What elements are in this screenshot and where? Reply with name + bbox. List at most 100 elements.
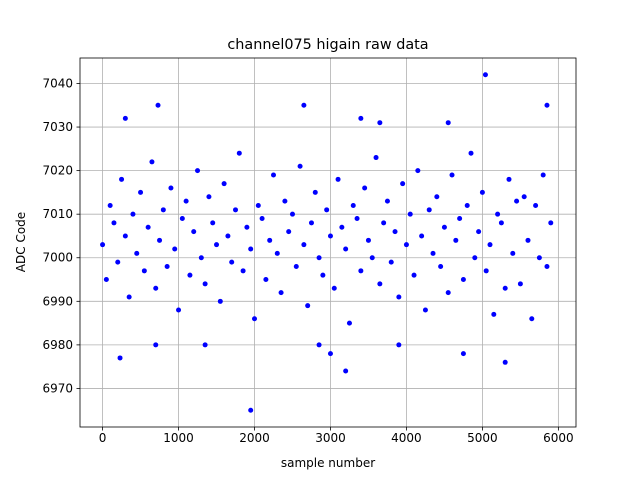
- point: [130, 211, 136, 217]
- point: [202, 281, 208, 287]
- point: [506, 176, 512, 182]
- point: [453, 237, 459, 243]
- point: [111, 220, 117, 226]
- point: [373, 155, 379, 161]
- point: [392, 229, 398, 235]
- point: [229, 259, 235, 265]
- point: [434, 194, 440, 200]
- x-tick-label: 1000: [163, 431, 194, 445]
- point: [270, 172, 276, 178]
- point: [441, 224, 447, 230]
- point: [263, 277, 269, 283]
- x-tick-label: 3000: [315, 431, 346, 445]
- point: [312, 189, 318, 195]
- point: [403, 242, 409, 248]
- point: [548, 220, 554, 226]
- point: [282, 198, 288, 204]
- point: [502, 359, 508, 365]
- point: [320, 272, 326, 278]
- point: [149, 159, 155, 165]
- point: [122, 233, 128, 239]
- point: [141, 268, 147, 274]
- point: [495, 211, 501, 217]
- x-tick-label: 0: [99, 431, 107, 445]
- point: [157, 237, 163, 243]
- point: [286, 229, 292, 235]
- point: [430, 250, 436, 256]
- point: [445, 120, 451, 126]
- y-tick-label: 7000: [42, 251, 73, 265]
- point: [289, 211, 295, 217]
- point: [529, 316, 535, 322]
- point: [388, 259, 394, 265]
- point: [179, 216, 185, 222]
- point: [514, 198, 520, 204]
- point: [183, 198, 189, 204]
- point: [155, 102, 161, 108]
- point: [411, 272, 417, 278]
- point: [476, 229, 482, 235]
- point: [381, 220, 387, 226]
- point: [107, 202, 113, 208]
- point: [483, 268, 489, 274]
- point: [176, 307, 182, 313]
- point: [472, 255, 478, 261]
- x-tick-label: 4000: [391, 431, 422, 445]
- point: [498, 220, 504, 226]
- point: [517, 281, 523, 287]
- point: [198, 255, 204, 261]
- point: [252, 316, 258, 322]
- point: [100, 242, 106, 248]
- point: [248, 407, 254, 413]
- point: [358, 268, 364, 274]
- point: [377, 281, 383, 287]
- point: [460, 277, 466, 283]
- point: [172, 246, 178, 252]
- point: [240, 268, 246, 274]
- point: [168, 185, 174, 191]
- point: [358, 115, 364, 121]
- point: [305, 303, 311, 309]
- y-tick-label: 7010: [42, 207, 73, 221]
- point: [460, 351, 466, 357]
- point: [426, 207, 432, 213]
- point: [365, 237, 371, 243]
- y-tick-label: 7020: [42, 164, 73, 178]
- point: [103, 277, 109, 283]
- point: [221, 181, 227, 187]
- point: [327, 351, 333, 357]
- point: [502, 285, 508, 291]
- point: [468, 150, 474, 156]
- point: [369, 255, 375, 261]
- point: [278, 290, 284, 296]
- point: [407, 211, 413, 217]
- point: [316, 255, 322, 261]
- point: [202, 342, 208, 348]
- point: [521, 194, 527, 200]
- point: [126, 294, 132, 300]
- point: [293, 263, 299, 269]
- point: [339, 224, 345, 230]
- y-tick-label: 6990: [42, 294, 73, 308]
- x-tick-label: 6000: [543, 431, 574, 445]
- point: [164, 263, 170, 269]
- point: [145, 224, 151, 230]
- point: [119, 176, 125, 182]
- point: [464, 202, 470, 208]
- point: [544, 263, 550, 269]
- point: [449, 172, 455, 178]
- point: [327, 233, 333, 239]
- point: [362, 185, 368, 191]
- point: [117, 355, 123, 361]
- point: [195, 168, 201, 174]
- point: [308, 220, 314, 226]
- point: [487, 242, 493, 248]
- x-tick-label: 2000: [239, 431, 270, 445]
- point: [396, 342, 402, 348]
- point: [153, 285, 159, 291]
- point: [331, 285, 337, 291]
- point: [525, 237, 531, 243]
- point: [422, 307, 428, 313]
- y-tick-label: 6970: [42, 381, 73, 395]
